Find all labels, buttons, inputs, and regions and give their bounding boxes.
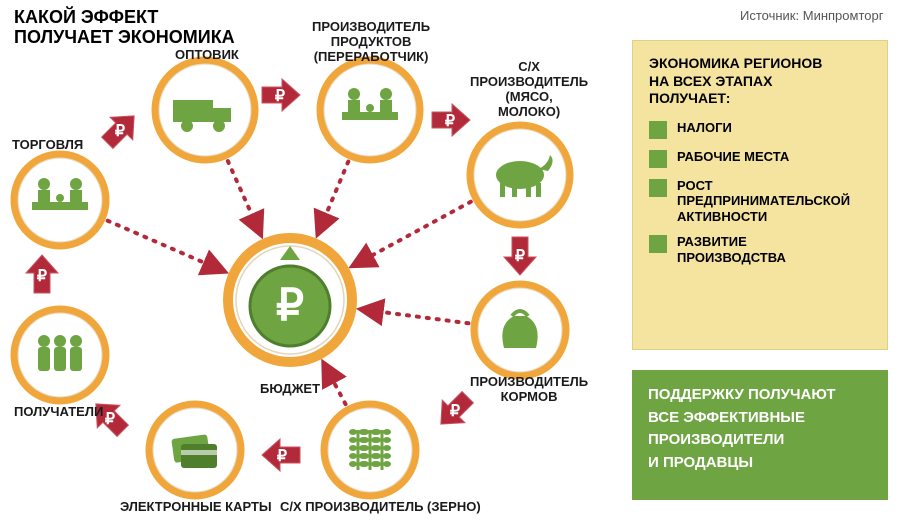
bullet-square-icon [649, 150, 667, 168]
bullet-text-0: НАЛОГИ [677, 120, 732, 136]
bullet-square-icon [649, 179, 667, 197]
bullet-square-icon [649, 121, 667, 139]
bullet-2: РОСТ ПРЕДПРИНИМАТЕЛЬСКОЙ АКТИВНОСТИ [649, 178, 871, 225]
label-recipients: ПОЛУЧАТЕЛИ [14, 405, 103, 420]
infographic-stage: КАКОЙ ЭФФЕКТ ПОЛУЧАЕТ ЭКОНОМИКА Источник… [0, 0, 900, 520]
panel-regional-economy: ЭКОНОМИКА РЕГИОНОВ НА ВСЕХ ЭТАПАХ ПОЛУЧА… [632, 40, 888, 350]
source-prefix: Источник: [740, 8, 799, 23]
svg-text:₽: ₽ [515, 248, 525, 265]
panel-green-text: ПОДДЕРЖКУ ПОЛУЧАЮТ ВСЕ ЭФФЕКТИВНЫЕ ПРОИЗ… [648, 384, 872, 474]
label-processor: ПРОИЗВОДИТЕЛЬ ПРОДУКТОВ (ПЕРЕРАБОТЧИК) [312, 20, 430, 65]
label-wholesale: ОПТОВИК [175, 48, 239, 63]
title-line2: ПОЛУЧАЕТ ЭКОНОМИКА [14, 27, 235, 47]
svg-text:₽: ₽ [37, 268, 47, 285]
bullet-0: НАЛОГИ [649, 120, 871, 139]
label-budget: БЮДЖЕТ [260, 382, 320, 397]
title-line1: КАКОЙ ЭФФЕКТ [14, 7, 158, 27]
svg-text:₽: ₽ [275, 88, 285, 105]
bullet-text-1: РАБОЧИЕ МЕСТА [677, 149, 789, 165]
bullet-3: РАЗВИТИЕ ПРОИЗВОДСТВА [649, 234, 871, 265]
svg-text:₽: ₽ [276, 281, 304, 330]
svg-text:₽: ₽ [115, 123, 125, 140]
bullet-text-2: РОСТ ПРЕДПРИНИМАТЕЛЬСКОЙ АКТИВНОСТИ [677, 178, 850, 225]
label-feed: ПРОИЗВОДИТЕЛЬ КОРМОВ [470, 375, 588, 405]
bullet-1: РАБОЧИЕ МЕСТА [649, 149, 871, 168]
panel-support: ПОДДЕРЖКУ ПОЛУЧАЮТ ВСЕ ЭФФЕКТИВНЫЕ ПРОИЗ… [632, 370, 888, 500]
source-label: Источник: Минпромторг [740, 8, 883, 23]
bullet-square-icon [649, 235, 667, 253]
label-grain: С/Х ПРОИЗВОДИТЕЛЬ (ЗЕРНО) [280, 500, 481, 515]
label-meatmilk: С/Х ПРОИЗВОДИТЕЛЬ (МЯСО, МОЛОКО) [470, 60, 588, 120]
svg-text:₽: ₽ [105, 411, 115, 428]
svg-text:₽: ₽ [445, 113, 455, 130]
label-cards: ЭЛЕКТРОННЫЕ КАРТЫ [120, 500, 272, 515]
svg-text:₽: ₽ [277, 448, 287, 465]
bullet-text-3: РАЗВИТИЕ ПРОИЗВОДСТВА [677, 234, 786, 265]
page-title: КАКОЙ ЭФФЕКТ ПОЛУЧАЕТ ЭКОНОМИКА [14, 8, 235, 48]
source-name: Минпромторг [803, 8, 884, 23]
panel-yellow-title: ЭКОНОМИКА РЕГИОНОВ НА ВСЕХ ЭТАПАХ ПОЛУЧА… [649, 55, 871, 108]
svg-text:₽: ₽ [450, 403, 460, 420]
label-trade: ТОРГОВЛЯ [12, 138, 83, 153]
